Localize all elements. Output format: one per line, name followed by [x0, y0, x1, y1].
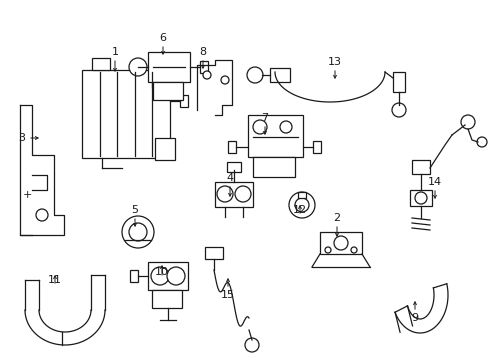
Bar	[148, 52, 190, 82]
Text: 5: 5	[131, 205, 139, 215]
Circle shape	[151, 267, 169, 285]
Circle shape	[325, 247, 331, 253]
Text: 7: 7	[262, 113, 269, 123]
Circle shape	[295, 198, 309, 212]
Circle shape	[392, 103, 406, 117]
Bar	[248, 115, 303, 157]
Bar	[215, 182, 253, 207]
Text: 8: 8	[199, 47, 207, 57]
Circle shape	[245, 338, 259, 352]
Bar	[148, 262, 188, 290]
Circle shape	[415, 192, 427, 204]
Circle shape	[247, 67, 263, 83]
Circle shape	[280, 121, 292, 133]
Circle shape	[351, 247, 357, 253]
Bar	[412, 160, 430, 174]
Bar	[227, 162, 241, 172]
Text: 12: 12	[293, 205, 307, 215]
Text: 11: 11	[48, 275, 62, 285]
Bar	[153, 82, 183, 100]
Text: 10: 10	[155, 267, 169, 277]
Bar	[253, 157, 295, 177]
Text: 6: 6	[160, 33, 167, 43]
Bar	[180, 95, 188, 107]
Bar	[270, 68, 290, 82]
Bar	[152, 290, 182, 308]
Circle shape	[334, 236, 348, 250]
Text: 14: 14	[428, 177, 442, 187]
Text: 9: 9	[412, 313, 418, 323]
Bar	[228, 141, 236, 153]
Bar	[298, 192, 306, 198]
Bar	[82, 70, 170, 158]
Bar	[152, 70, 174, 88]
Circle shape	[289, 192, 315, 218]
Bar	[200, 61, 208, 73]
Circle shape	[36, 209, 48, 221]
Circle shape	[235, 186, 251, 202]
Text: 13: 13	[328, 57, 342, 67]
Text: 3: 3	[19, 133, 25, 143]
Circle shape	[167, 267, 185, 285]
Circle shape	[253, 120, 267, 134]
Bar	[393, 72, 405, 92]
Text: +: +	[23, 190, 32, 200]
Bar	[92, 58, 110, 70]
Circle shape	[129, 58, 147, 76]
Text: 15: 15	[221, 290, 235, 300]
Bar	[205, 247, 223, 259]
Bar	[313, 141, 321, 153]
Circle shape	[122, 216, 154, 248]
Bar	[155, 138, 175, 160]
Bar	[130, 270, 138, 282]
Circle shape	[129, 223, 147, 241]
Circle shape	[221, 76, 229, 84]
Text: 4: 4	[226, 173, 234, 183]
Bar	[320, 232, 362, 254]
Bar	[410, 190, 432, 206]
Text: 1: 1	[112, 47, 119, 57]
Circle shape	[217, 186, 233, 202]
Circle shape	[461, 115, 475, 129]
Circle shape	[477, 137, 487, 147]
Circle shape	[203, 71, 211, 79]
Text: 2: 2	[333, 213, 341, 223]
